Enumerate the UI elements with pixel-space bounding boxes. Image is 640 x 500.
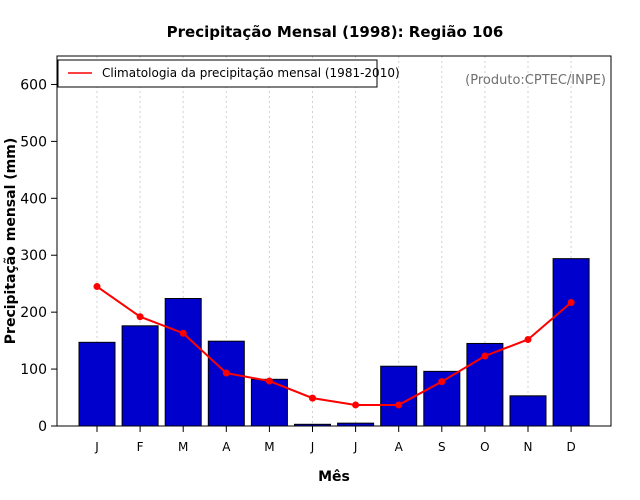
x-tick-label: J [94,440,99,454]
x-axis-label: Mês [318,469,350,485]
y-tick-label: 0 [38,419,47,435]
legend-label: Climatologia da precipitação mensal (198… [102,66,400,80]
x-tick-label: O [480,440,489,454]
x-tick-label: M [178,440,188,454]
climatology-point-4 [222,369,230,377]
x-tick-label: J [310,440,315,454]
y-tick-label: 100 [20,362,47,378]
bar-M-3 [164,297,202,427]
climatology-point-5 [265,377,273,385]
climatology-point-10 [481,352,489,360]
y-axis-label: Precipitação mensal (mm) [3,138,19,344]
bar-D-12 [552,258,590,427]
climatology-point-11 [524,335,532,343]
y-tick-label: 300 [20,248,47,264]
x-tick-label: F [137,440,144,454]
bar-F-2 [121,325,159,427]
x-tick-label: A [222,440,231,454]
bar-series [78,258,590,427]
bar-J-1 [78,341,116,427]
x-tick-label: D [566,440,575,454]
climatology-point-1 [93,283,101,291]
climatology-point-6 [309,394,316,402]
x-tick-label: A [395,440,404,454]
bar-S-9 [423,370,461,427]
y-axis: 0 100 200 300 400 500 600 [20,77,57,435]
climatology-point-8 [395,401,403,409]
x-tick-label: N [524,440,533,454]
plot-frame [56,55,612,427]
x-tick-label: J [353,440,358,454]
y-tick-label: 600 [20,77,47,93]
climatology-point-12 [567,298,575,306]
x-tick-label: S [438,440,446,454]
bar-A-8 [380,365,418,427]
climatology-point-3 [179,329,187,337]
legend: Climatologia da precipitação mensal (198… [57,59,400,88]
climatology-line [96,285,572,406]
climatology-point-7 [352,401,360,409]
bar-M-5 [250,378,288,427]
bar-N-11 [509,395,547,427]
bar-A-4 [207,340,245,427]
x-tick-label: M [264,440,274,454]
y-tick-label: 500 [20,134,47,150]
source-credit: (Produto:CPTEC/INPE) [465,73,606,88]
climatology-point-9 [438,378,446,386]
grid-lines [96,56,572,426]
legend-box [57,59,378,88]
y-tick-label: 200 [20,305,47,321]
chart-title: Precipitação Mensal (1998): Região 106 [167,23,504,41]
climatology-series [93,283,575,409]
climatology-point-2 [136,313,144,321]
y-tick-label: 400 [20,191,47,207]
